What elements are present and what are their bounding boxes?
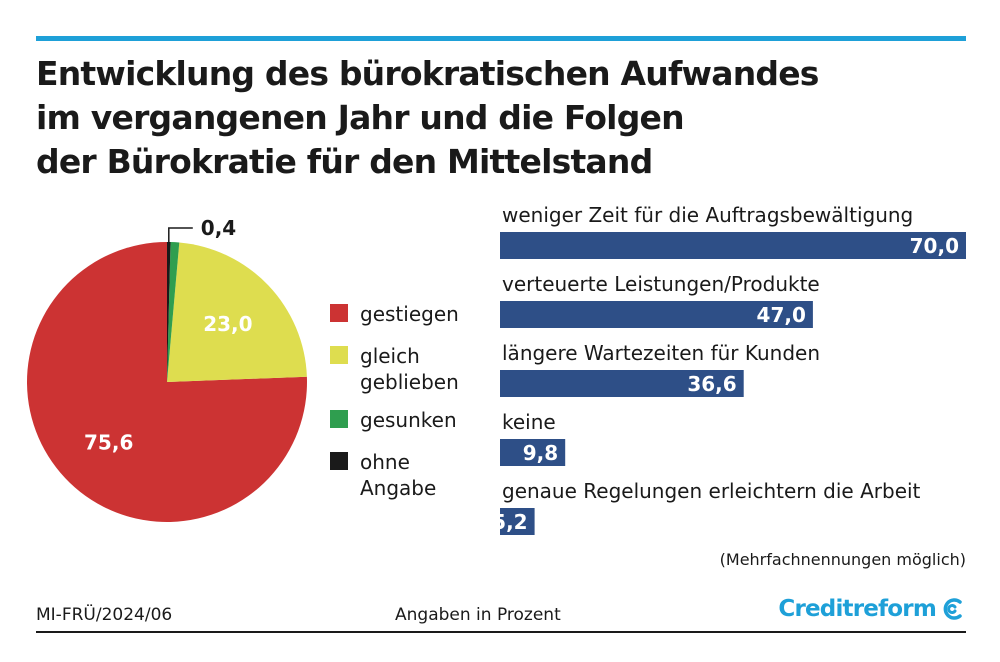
pie-label-ohne-angabe: 0,4: [201, 216, 236, 240]
bar-category-label: verteuerte Leistungen/Produkte: [502, 272, 820, 296]
legend-label-ohne-angabe: ohne Angabe: [360, 450, 437, 500]
bar-genaue-regelungen-erleichtern-die-arbeit: [500, 508, 535, 535]
bar-category-label: keine: [502, 410, 556, 434]
bar-chart: weniger Zeit für die Auftragsbewältigung…: [492, 203, 966, 535]
bar-value-label: 9,8: [523, 441, 558, 465]
bottom-rule: [36, 631, 966, 633]
pie-leader-line-ohne-angabe: [168, 227, 193, 246]
bar-category-label: längere Wartezeiten für Kunden: [502, 341, 820, 365]
bar-value-label: 70,0: [910, 234, 959, 258]
pie-slice-gesunken: [167, 242, 180, 382]
pie-slice-ohne-angabe: [167, 241, 171, 382]
bar-category-label: weniger Zeit für die Auftragsbewältigung: [502, 203, 913, 227]
legend-label-gestiegen: gestiegen: [360, 302, 459, 326]
chart-title: Entwicklung des bürokratischen Aufwandes…: [36, 52, 936, 184]
top-accent-bar: [36, 36, 966, 41]
title-line-3: der Bürokratie für den Mittelstand: [36, 142, 653, 181]
bar-keine: [500, 439, 566, 466]
legend-swatch-gesunken: [330, 410, 348, 428]
bar-value-label: 36,6: [687, 372, 736, 396]
pie-chart: 75,6 23,0 0,4: [26, 216, 307, 522]
legend-label-gesunken: gesunken: [360, 408, 457, 432]
bar-value-label: 47,0: [757, 303, 806, 327]
pie-slice-gleich-geblieben: [167, 242, 307, 382]
source-code: MI-FRÜ/2024/06: [36, 605, 173, 625]
bar-category-label: genaue Regelungen erleichtern die Arbeit: [502, 479, 921, 503]
unit-note: Angaben in Prozent: [395, 605, 561, 625]
legend-swatch-ohne-angabe: [330, 452, 348, 470]
bar-verteuerte-leistungen-produkte: [500, 301, 813, 328]
legend-label-gleich-geblieben: gleich geblieben: [360, 344, 459, 394]
pie-label-gestiegen: 75,6: [84, 431, 133, 455]
legend-swatch-gestiegen: [330, 304, 348, 322]
legend-swatch-gleich-geblieben: [330, 346, 348, 364]
bar-weniger-zeit-für-die-auftragsbewältigung: [500, 232, 966, 259]
title-line-1: Entwicklung des bürokratischen Aufwandes: [36, 54, 819, 93]
title-line-2: im vergangenen Jahr und die Folgen: [36, 98, 685, 137]
creditreform-logo: Creditreform: [778, 596, 966, 622]
bar-längere-wartezeiten-für-kunden: [500, 370, 744, 397]
logo-c-icon: [943, 598, 962, 620]
logo-text: Creditreform: [778, 596, 936, 622]
bar-value-label: 5,2: [492, 510, 527, 534]
chart-note: (Mehrfachnennungen möglich): [719, 550, 966, 569]
pie-label-gleich-geblieben: 23,0: [203, 312, 252, 336]
pie-slice-gestiegen: [26, 242, 307, 522]
